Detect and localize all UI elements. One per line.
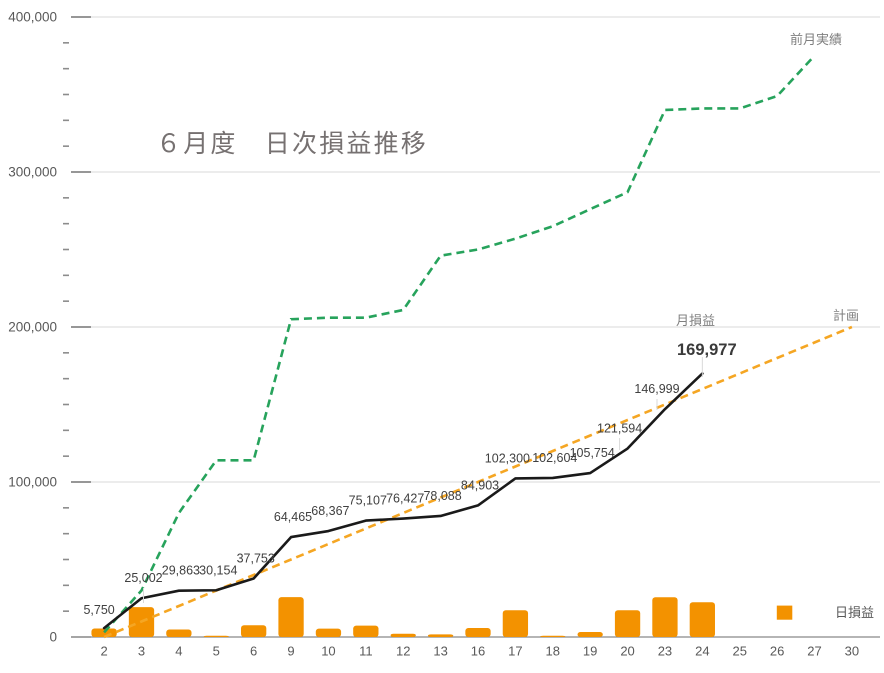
svg-text:計画: 計画: [833, 308, 859, 323]
svg-text:10: 10: [321, 644, 335, 659]
svg-text:11: 11: [359, 644, 373, 659]
svg-text:121,594: 121,594: [597, 422, 642, 436]
svg-text:200,000: 200,000: [8, 320, 57, 335]
svg-text:17: 17: [508, 644, 522, 659]
svg-text:26: 26: [770, 644, 784, 659]
svg-text:24: 24: [695, 644, 709, 659]
svg-text:100,000: 100,000: [8, 475, 57, 490]
svg-text:月損益: 月損益: [676, 313, 715, 328]
svg-text:300,000: 300,000: [8, 165, 57, 180]
svg-text:0: 0: [49, 630, 57, 645]
svg-text:日損益: 日損益: [835, 605, 874, 620]
svg-text:3: 3: [138, 644, 145, 659]
svg-text:6: 6: [250, 644, 257, 659]
svg-text:29,863: 29,863: [162, 564, 200, 578]
svg-text:5: 5: [213, 644, 220, 659]
svg-text:18: 18: [546, 644, 560, 659]
svg-text:84,903: 84,903: [461, 478, 499, 492]
svg-text:2: 2: [100, 644, 107, 659]
svg-text:30,154: 30,154: [199, 563, 237, 577]
svg-text:30: 30: [845, 644, 859, 659]
svg-text:76,427: 76,427: [386, 492, 424, 506]
svg-text:16: 16: [471, 644, 485, 659]
svg-text:105,754: 105,754: [570, 446, 615, 460]
svg-text:78,088: 78,088: [423, 489, 461, 503]
svg-text:25: 25: [732, 644, 746, 659]
svg-text:5,750: 5,750: [83, 603, 114, 617]
svg-text:9: 9: [287, 644, 294, 659]
svg-text:13: 13: [433, 644, 447, 659]
svg-text:20: 20: [620, 644, 634, 659]
svg-text:27: 27: [807, 644, 821, 659]
svg-text:64,465: 64,465: [274, 510, 312, 524]
svg-text:75,107: 75,107: [349, 494, 387, 508]
svg-text:169,977: 169,977: [677, 341, 737, 359]
svg-text:4: 4: [175, 644, 182, 659]
svg-text:68,367: 68,367: [311, 504, 349, 518]
svg-text:37,753: 37,753: [237, 552, 275, 566]
svg-text:12: 12: [396, 644, 410, 659]
svg-text:23: 23: [658, 644, 672, 659]
svg-text:146,999: 146,999: [634, 382, 679, 396]
svg-text:102,300: 102,300: [485, 451, 530, 465]
svg-text:25,002: 25,002: [124, 571, 162, 585]
svg-text:400,000: 400,000: [8, 10, 57, 25]
svg-text:19: 19: [583, 644, 597, 659]
svg-text:６月度 日次損益推移: ６月度 日次損益推移: [156, 130, 428, 158]
svg-text:前月実績: 前月実績: [790, 32, 842, 47]
